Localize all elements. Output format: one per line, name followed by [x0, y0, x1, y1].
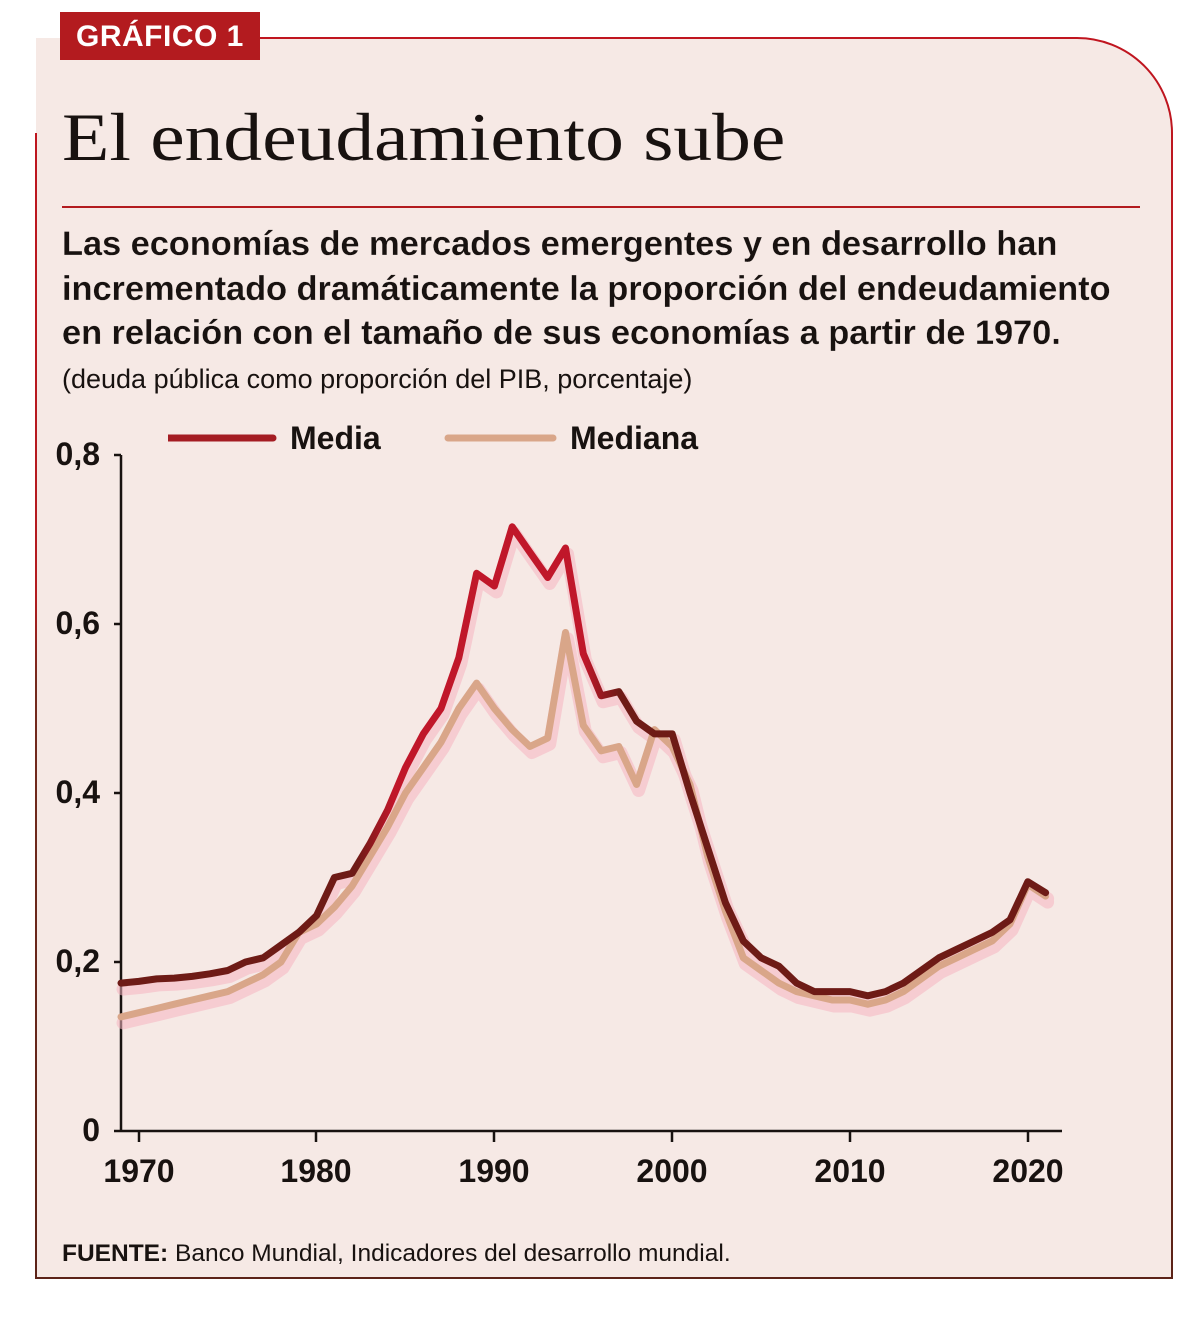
svg-text:Media: Media — [290, 420, 381, 456]
svg-text:0,2: 0,2 — [56, 943, 100, 979]
svg-text:0,4: 0,4 — [56, 774, 101, 810]
svg-text:1980: 1980 — [280, 1153, 351, 1189]
svg-text:0,6: 0,6 — [56, 605, 100, 641]
svg-text:Mediana: Mediana — [570, 420, 698, 456]
svg-text:0: 0 — [82, 1112, 100, 1148]
svg-text:1990: 1990 — [458, 1153, 529, 1189]
svg-text:2000: 2000 — [636, 1153, 707, 1189]
svg-text:2020: 2020 — [992, 1153, 1063, 1189]
svg-text:2010: 2010 — [814, 1153, 885, 1189]
svg-text:1970: 1970 — [103, 1153, 174, 1189]
svg-text:0,8: 0,8 — [56, 436, 100, 472]
